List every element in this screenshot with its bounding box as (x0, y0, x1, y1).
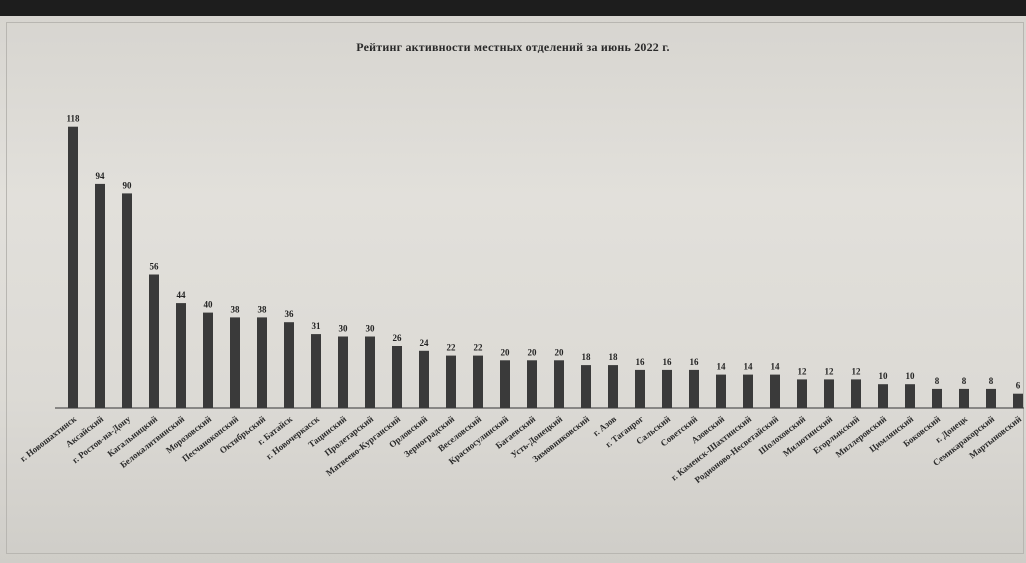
data-label: 18 (609, 352, 619, 362)
bar (851, 379, 861, 408)
data-label: 14 (771, 362, 781, 372)
chart-title: Рейтинг активности местных отделений за … (356, 40, 670, 54)
data-label: 10 (879, 371, 889, 381)
bar (824, 379, 834, 408)
data-label: 40 (204, 300, 214, 310)
data-label: 16 (636, 357, 646, 367)
data-label: 12 (798, 366, 808, 376)
data-label: 8 (935, 376, 940, 386)
data-label: 20 (555, 347, 565, 357)
data-label: 14 (717, 362, 727, 372)
data-label: 31 (312, 321, 322, 331)
data-label: 36 (285, 309, 295, 319)
bar (635, 369, 645, 408)
bar (392, 346, 402, 408)
data-label: 30 (366, 324, 376, 334)
bar (1013, 393, 1023, 408)
bar (986, 388, 996, 408)
data-label: 16 (663, 357, 673, 367)
bar (500, 360, 510, 408)
bar (230, 317, 240, 408)
bar (716, 374, 726, 408)
data-label: 8 (989, 376, 994, 386)
bar (689, 369, 699, 408)
bar (554, 360, 564, 408)
data-label: 38 (231, 304, 241, 314)
data-label: 38 (258, 304, 268, 314)
bar (203, 312, 213, 408)
data-label: 12 (825, 366, 835, 376)
bar (95, 183, 105, 408)
bar (743, 374, 753, 408)
bar (581, 365, 591, 408)
bar (365, 336, 375, 408)
data-label: 94 (96, 171, 106, 181)
bar (878, 384, 888, 408)
data-label: 14 (744, 362, 754, 372)
data-label: 18 (582, 352, 592, 362)
data-label: 8 (962, 376, 967, 386)
data-label: 10 (906, 371, 916, 381)
bar (473, 355, 483, 408)
bar (608, 365, 618, 408)
bar (959, 388, 969, 408)
bar (338, 336, 348, 408)
bar (662, 369, 672, 408)
bar (149, 274, 159, 408)
bar (176, 303, 186, 408)
bar (68, 126, 78, 408)
chart-frame (6, 22, 1024, 554)
bar (797, 379, 807, 408)
data-label: 30 (339, 324, 349, 334)
data-label: 26 (393, 333, 403, 343)
bar (419, 350, 429, 408)
data-label: 16 (690, 357, 700, 367)
data-label: 20 (501, 347, 511, 357)
bar (905, 384, 915, 408)
data-label: 22 (474, 343, 484, 353)
bar (932, 388, 942, 408)
data-label: 118 (66, 114, 80, 124)
data-label: 90 (123, 180, 133, 190)
data-label: 56 (150, 262, 160, 272)
bar (284, 322, 294, 408)
bar (527, 360, 537, 408)
bar (770, 374, 780, 408)
data-label: 12 (852, 366, 862, 376)
bar (257, 317, 267, 408)
data-label: 44 (177, 290, 187, 300)
bar (122, 193, 132, 408)
bar (446, 355, 456, 408)
data-label: 6 (1016, 381, 1021, 391)
bar (311, 334, 321, 408)
data-label: 24 (420, 338, 430, 348)
top-dark-bar (0, 0, 1026, 16)
data-label: 20 (528, 347, 538, 357)
data-label: 22 (447, 343, 457, 353)
